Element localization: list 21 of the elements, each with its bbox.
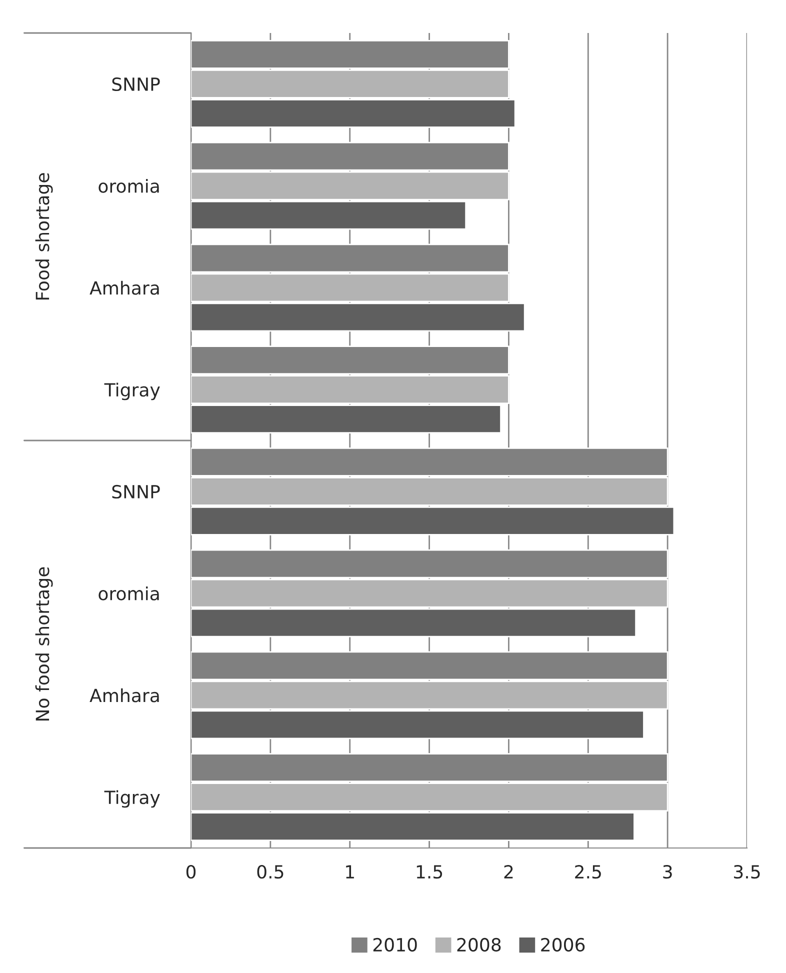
- x-tick-label: 2.5: [575, 864, 601, 879]
- text: Food shortage: [35, 173, 53, 300]
- legend-label: 2008: [457, 938, 501, 952]
- text: No food shortage: [35, 567, 53, 720]
- y-tick-label: Amhara: [90, 688, 159, 702]
- y-tick-label: Tigray: [104, 382, 160, 400]
- legend-label: 2010: [373, 938, 417, 952]
- y-tick-label: oromia: [98, 178, 159, 193]
- y-tick-label: SNNP: [112, 484, 160, 499]
- y-tick-label: SNNP: [112, 77, 160, 92]
- y-tick-label: oromia: [98, 586, 159, 600]
- y-tick-label: Tigray: [104, 790, 160, 808]
- x-tick-label: 1: [346, 865, 354, 878]
- x-tick-label: 3.5: [734, 864, 760, 879]
- x-tick-label: 0.5: [257, 864, 284, 879]
- y-tick-label: Amhara: [90, 280, 159, 295]
- x-tick-label: 0: [186, 864, 196, 879]
- x-tick-label: 1.5: [416, 865, 442, 879]
- x-tick-label: 3: [663, 864, 672, 879]
- legend-label: 2006: [541, 938, 585, 952]
- x-tick-label: 2: [504, 864, 513, 878]
